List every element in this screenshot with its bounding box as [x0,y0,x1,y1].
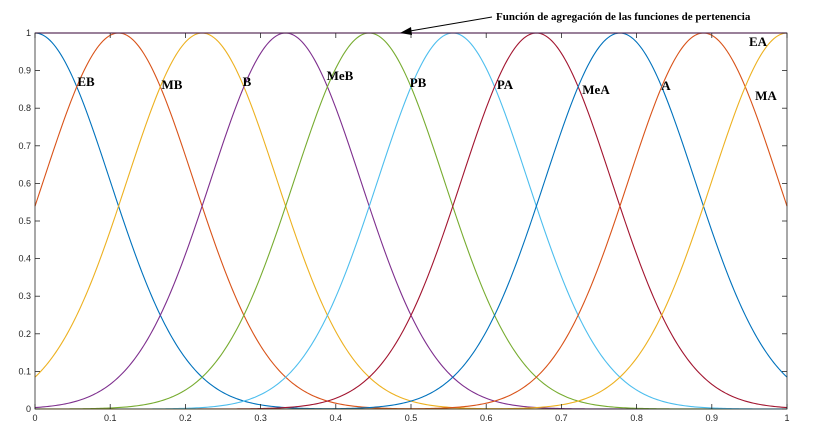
series-label-a: A [661,78,671,93]
y-tick-label: 0.8 [18,103,31,113]
x-tick-label: 0.7 [555,413,568,423]
x-tick-label: 1 [784,413,789,423]
x-tick-label: 0.4 [330,413,343,423]
series-labels: EB MB B MeB PB PA MeA A MA EA [77,34,777,103]
x-tick-label: 0.9 [706,413,719,423]
y-tick-label: 0 [26,404,31,414]
x-tick-label: 0.6 [480,413,493,423]
series-label-pb: PB [410,75,427,90]
x-tick-label: 0.2 [179,413,192,423]
x-tick-label: 0.8 [630,413,643,423]
series-label-mb: MB [162,77,183,92]
series-label-pa: PA [497,77,514,92]
x-tick-label: 0.3 [254,413,267,423]
plot-background [35,33,787,409]
annotation-arrowhead [400,27,412,35]
series-label-meb: MeB [327,68,354,83]
series-label-ea: EA [749,34,768,49]
annotation: Función de agregación de las funciones d… [400,11,751,35]
series-label-ma: MA [755,88,777,103]
y-tick-label: 0.4 [18,254,31,264]
plot-area [35,33,787,409]
series-label-eb: EB [77,74,95,89]
x-tick-label: 0.5 [405,413,418,423]
series-label-mea: MeA [582,82,610,97]
x-tick-label: 0.1 [104,413,117,423]
y-tick-label: 0.9 [18,66,31,76]
y-tick-label: 0.7 [18,141,31,151]
y-tick-label: 0.3 [18,291,31,301]
y-tick-label: 0.1 [18,366,31,376]
y-tick-label: 0.2 [18,329,31,339]
annotation-text: Función de agregación de las funciones d… [496,11,751,23]
y-tick-label: 0.5 [18,216,31,226]
series-label-b: B [243,74,252,89]
annotation-arrow-line [409,16,493,32]
y-tick-label: 0.6 [18,178,31,188]
y-tick-label: 1 [26,28,31,38]
x-tick-label: 0 [32,413,37,423]
